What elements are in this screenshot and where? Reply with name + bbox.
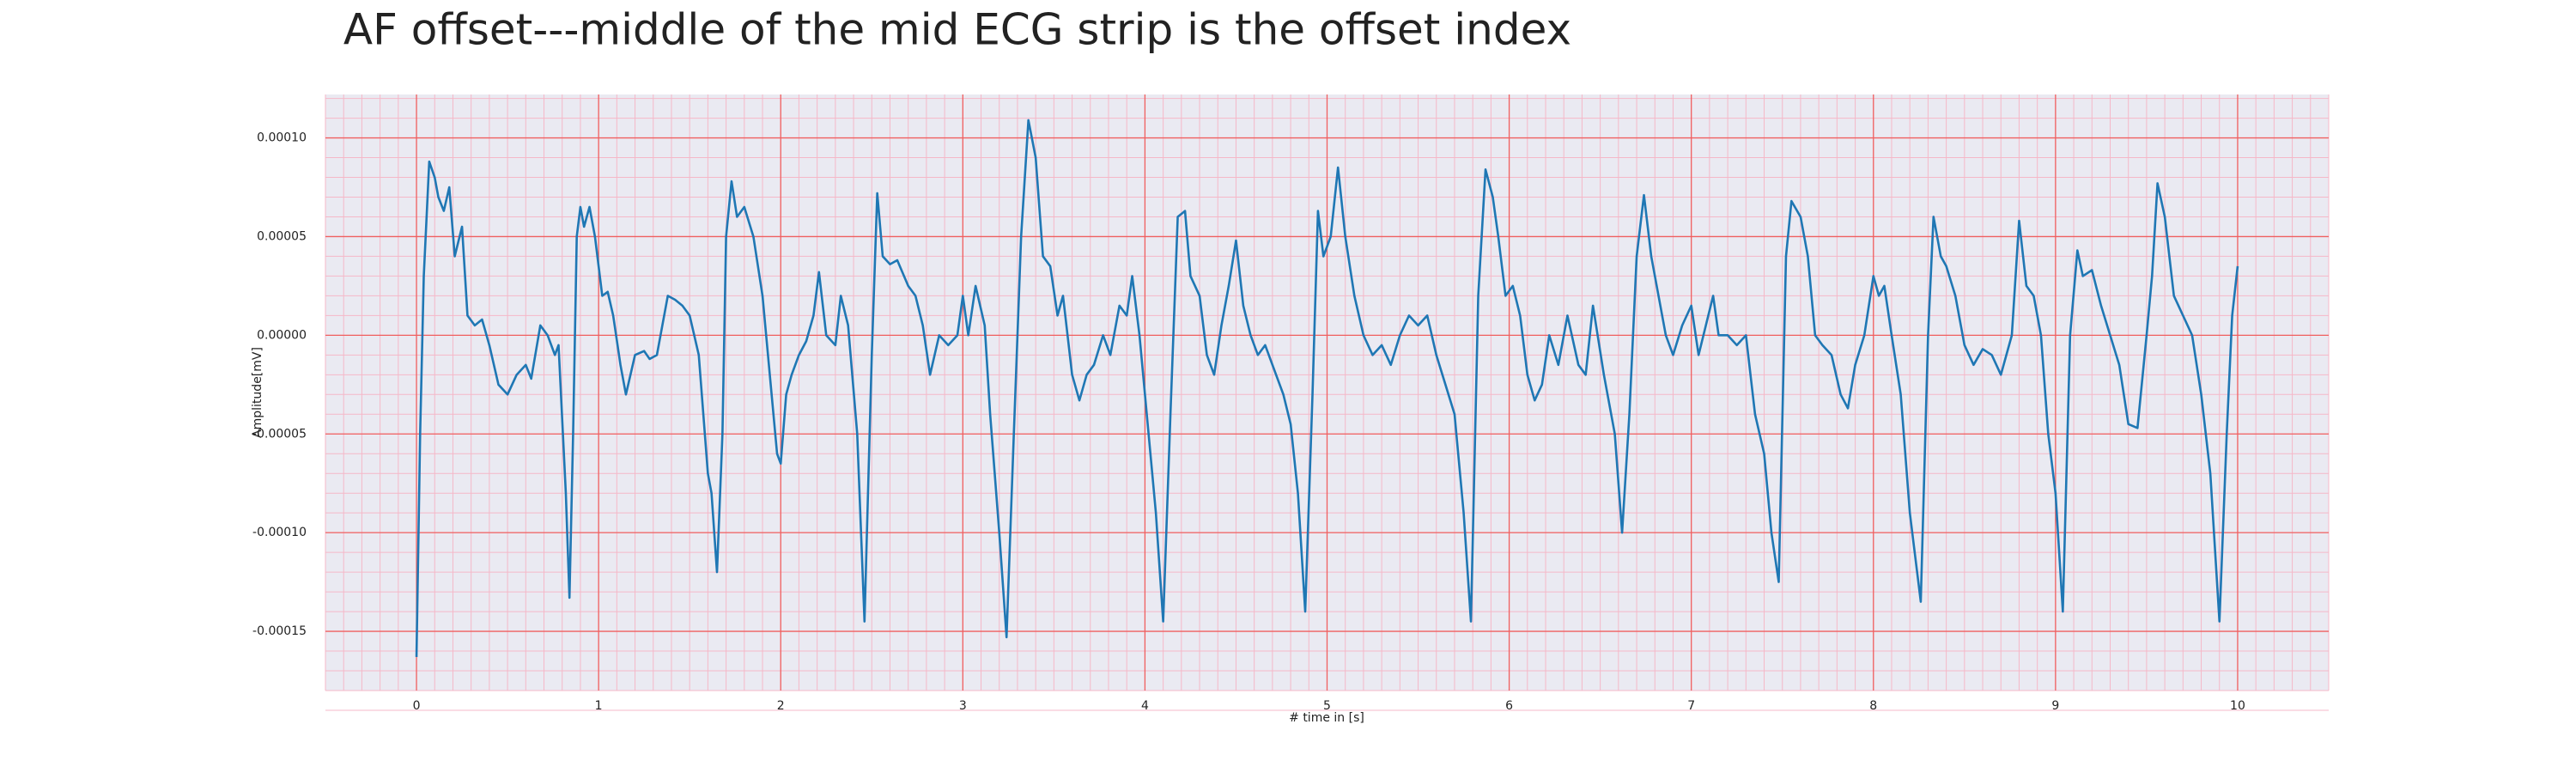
x-tick-label: 0 — [413, 699, 421, 713]
x-tick-label: 8 — [1869, 699, 1877, 713]
y-tick-label: 0.00010 — [257, 131, 307, 145]
x-tick-label: 6 — [1505, 699, 1513, 713]
x-tick-label: 7 — [1687, 699, 1695, 713]
y-tick-label: -0.00005 — [252, 427, 307, 441]
x-tick-label: 1 — [595, 699, 603, 713]
x-axis-label: # time in [s] — [1289, 711, 1364, 725]
x-tick-label: 10 — [2230, 699, 2245, 713]
y-tick-label: -0.00015 — [252, 624, 307, 638]
y-tick-label: -0.00010 — [252, 526, 307, 539]
y-axis-label: Amplitude[mV] — [251, 347, 264, 438]
x-tick-label: 9 — [2051, 699, 2059, 713]
x-tick-label: 2 — [777, 699, 785, 713]
y-tick-label: 0.00000 — [257, 328, 307, 342]
ecg-line — [415, 119, 2239, 657]
x-tick-label: 3 — [959, 699, 967, 713]
x-tick-label: 5 — [1323, 699, 1331, 713]
x-tick-label: 4 — [1141, 699, 1149, 713]
y-tick-label: 0.00005 — [257, 229, 307, 243]
chart-title: AF offset---middle of the mid ECG strip … — [343, 5, 1571, 55]
